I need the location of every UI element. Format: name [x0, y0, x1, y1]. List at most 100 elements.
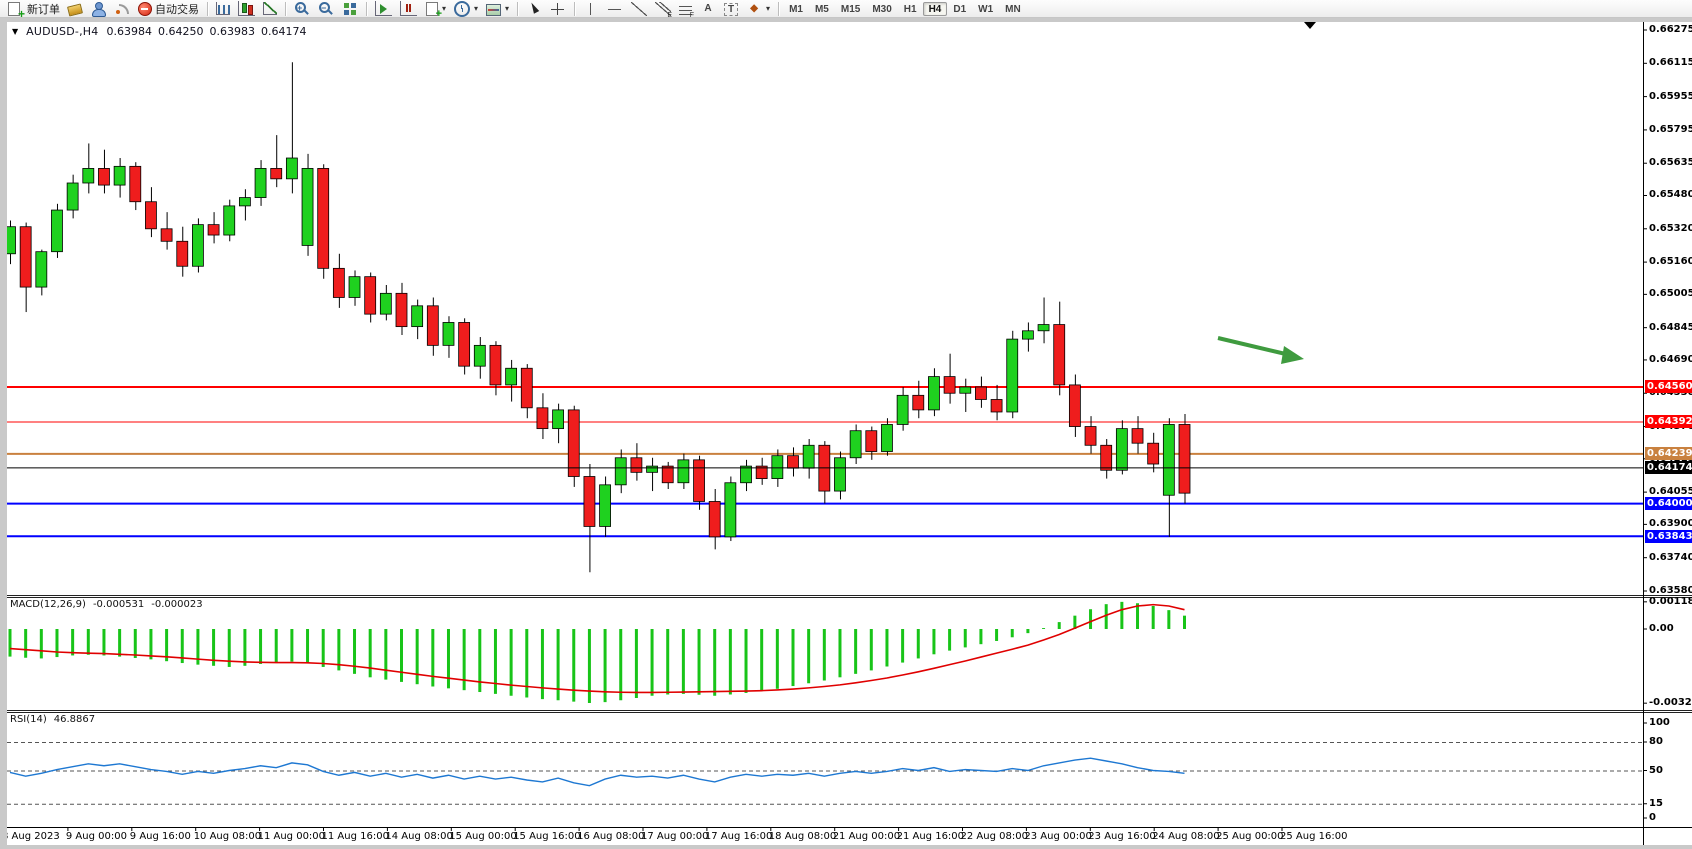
chevron-down-icon: ▾ [505, 4, 510, 13]
time-axis-label: 16 Aug 08:00 [577, 831, 645, 842]
time-axis-label: 8 Aug 2023 [2, 831, 60, 842]
time-axis-label: 15 Aug 16:00 [513, 831, 581, 842]
chevron-down-icon[interactable]: ▼ [12, 27, 19, 36]
fibonacci-button[interactable] [675, 1, 696, 19]
zoom-in-button[interactable]: + [290, 1, 314, 17]
price-tick-label: 0.65160 [1649, 256, 1692, 268]
quote-close: 0.64174 [260, 25, 307, 38]
rsi-tick-label: 50 [1649, 764, 1663, 776]
macd-signal-line [9, 603, 1185, 694]
styles-bucket-button[interactable] [64, 1, 86, 17]
macd-value-signal: -0.000023 [151, 599, 203, 610]
rsi-title: RSI(14) [10, 714, 47, 725]
time-axis-label: 25 Aug 00:00 [1216, 831, 1284, 842]
new-order-button[interactable]: 新订单 [3, 1, 64, 20]
text-label-button[interactable]: T [720, 1, 742, 17]
zoom-out-button[interactable]: − [314, 1, 338, 17]
price-line-label: 0.63843 [1645, 529, 1692, 543]
zoom-out-icon: − [318, 1, 334, 16]
timeframe-m1-button[interactable]: M1 [783, 2, 809, 16]
time-axis-label: 18 Aug 08:00 [768, 831, 837, 842]
autotrading-button[interactable]: 自动交易 [134, 1, 203, 17]
macd-value-main: -0.000531 [92, 599, 145, 610]
toolbar-separator [517, 1, 519, 16]
horizontal-line-icon [607, 2, 623, 16]
candlestick-chart-button[interactable] [234, 1, 259, 17]
rsi-tick-label: 100 [1649, 717, 1670, 728]
toolbar-separator [207, 1, 208, 16]
horizontal-line-button[interactable] [603, 1, 627, 17]
text-button[interactable]: A [696, 1, 720, 17]
timeframe-m5-button[interactable]: M5 [809, 2, 835, 16]
arrows-icon: ◆ [750, 2, 758, 14]
bar-chart-button[interactable] [212, 1, 234, 17]
price-tick-label: 0.63740 [1649, 551, 1692, 563]
fibonacci-icon [679, 4, 694, 19]
price-tick-label: 0.64690 [1649, 353, 1692, 365]
price-tick-label: 0.64845 [1649, 321, 1692, 333]
crosshair-button[interactable] [546, 1, 570, 17]
window-frame-left [0, 18, 7, 849]
time-axis-label: 17 Aug 16:00 [704, 831, 773, 842]
templates-button[interactable]: ▾ [482, 1, 513, 17]
chart-shift-button[interactable] [396, 1, 421, 17]
time-axis-label: 9 Aug 16:00 [129, 831, 191, 842]
vertical-line-icon [583, 2, 599, 16]
rsi-tick-label: 0 [1649, 812, 1656, 823]
crosshair-icon [550, 2, 566, 16]
price-line-label: 0.64174 [1645, 460, 1692, 474]
macd-indicator [8, 601, 1186, 704]
time-axis-label: 11 Aug 16:00 [321, 831, 389, 842]
vertical-line-button[interactable] [579, 1, 603, 17]
time-axis-label: 9 Aug 00:00 [65, 831, 127, 842]
new-chart-button[interactable]: ▾ [421, 1, 450, 20]
line-chart-button[interactable] [259, 1, 281, 17]
tile-windows-button[interactable] [338, 1, 362, 17]
profile-button[interactable] [86, 1, 110, 17]
tile-windows-icon [342, 2, 358, 16]
auto-scroll-button[interactable] [371, 1, 396, 17]
time-axis-label: 24 Aug 08:00 [1152, 831, 1220, 842]
signal-button[interactable] [110, 1, 134, 17]
timeframe-d1-button[interactable]: D1 [947, 2, 972, 16]
price-tick-label: 0.65955 [1649, 90, 1692, 102]
trendline-button[interactable] [627, 1, 651, 17]
rsi-value: 46.8867 [53, 714, 96, 725]
price-tick-label: 0.65635 [1649, 157, 1692, 169]
time-axis-label: 21 Aug 16:00 [896, 831, 965, 842]
time-axis-label: 23 Aug 00:00 [1024, 831, 1092, 842]
signal-icon [114, 2, 130, 16]
equidistant-channel-icon [655, 1, 672, 19]
timeframe-h4-button[interactable]: H4 [922, 1, 948, 16]
time-axis-label: 21 Aug 00:00 [832, 831, 901, 842]
window-frame-bottom [0, 845, 1692, 849]
macd-tick-label: 0.001181 [1649, 595, 1692, 607]
toolbar-separator [778, 1, 780, 16]
rsi-label: RSI(14) 46.8867 [10, 714, 95, 725]
chart-header: ▼ AUDUSD-,H4 0.63984 0.64250 0.63983 0.6… [12, 25, 306, 38]
price-tick-label: 0.64055 [1649, 486, 1692, 498]
price-tick-label: 0.66115 [1649, 57, 1692, 69]
cursor-button[interactable] [522, 1, 546, 17]
text-label-icon: T [724, 2, 739, 16]
timeframe-mn-button[interactable]: MN [999, 2, 1027, 16]
timeframe-w1-button[interactable]: W1 [972, 2, 999, 16]
macd-title: MACD(12,26,9) [10, 599, 86, 610]
chart-shift-icon [400, 1, 417, 16]
arrows-button[interactable]: ◆ ▾ [742, 1, 774, 17]
styles-bucket-icon [66, 3, 84, 17]
time-axis-label: 23 Aug 16:00 [1088, 831, 1156, 842]
timeframe-m15-button[interactable]: M15 [835, 2, 866, 16]
line-chart-icon [263, 2, 277, 15]
periods-button[interactable]: ▾ [450, 0, 482, 17]
chart-shift-marker[interactable] [1304, 22, 1316, 29]
trend-arrow-object[interactable] [1217, 336, 1291, 357]
button-label: 新订单 [27, 3, 60, 16]
equidistant-channel-button[interactable] [651, 1, 675, 19]
timeframe-m30-button[interactable]: M30 [866, 2, 897, 16]
rsi-tick-label: 15 [1649, 797, 1663, 809]
timeframe-h1-button[interactable]: H1 [898, 2, 923, 16]
autotrading-icon [138, 2, 152, 16]
